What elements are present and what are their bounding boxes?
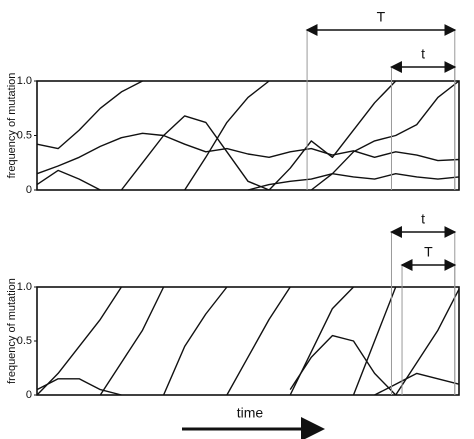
mutation-trajectory [36,80,143,150]
mutation-trajectory [289,334,397,396]
y-tick-label: 1.0 [17,281,32,293]
mutation-trajectory [184,80,270,191]
x-axis-label: time [237,405,264,421]
annotation-label: T [424,244,433,260]
mutation-trajectory [162,286,228,396]
mutation-trajectory [374,372,460,396]
mutation-trajectory [36,378,122,396]
mutation-trajectory [289,286,355,396]
mutation-trajectory [310,80,460,191]
y-axis-label: frequency of mutation [6,278,18,384]
mutation-trajectory [36,286,122,396]
y-tick-label: 1.0 [17,75,32,87]
y-tick-label: 0.5 [17,335,32,347]
mutation-trajectory [247,173,460,191]
mutation-trajectory [99,286,165,396]
plot-frame [36,286,460,396]
annotation-label: t [421,46,425,62]
mutation-trajectory [36,169,101,191]
y-tick-label: 0 [26,389,32,401]
y-axis-label: frequency of mutation [6,73,18,179]
y-tick-label: 0.5 [17,129,32,141]
mutation-trajectory [352,286,397,396]
mutation-trajectory [36,132,460,175]
mutation-trajectory [268,80,397,191]
mutation-trajectory [226,286,291,396]
annotation-label: t [421,211,425,227]
annotation-label: T [377,9,386,25]
y-tick-label: 0 [26,184,32,196]
mutation-trajectory [120,115,270,191]
